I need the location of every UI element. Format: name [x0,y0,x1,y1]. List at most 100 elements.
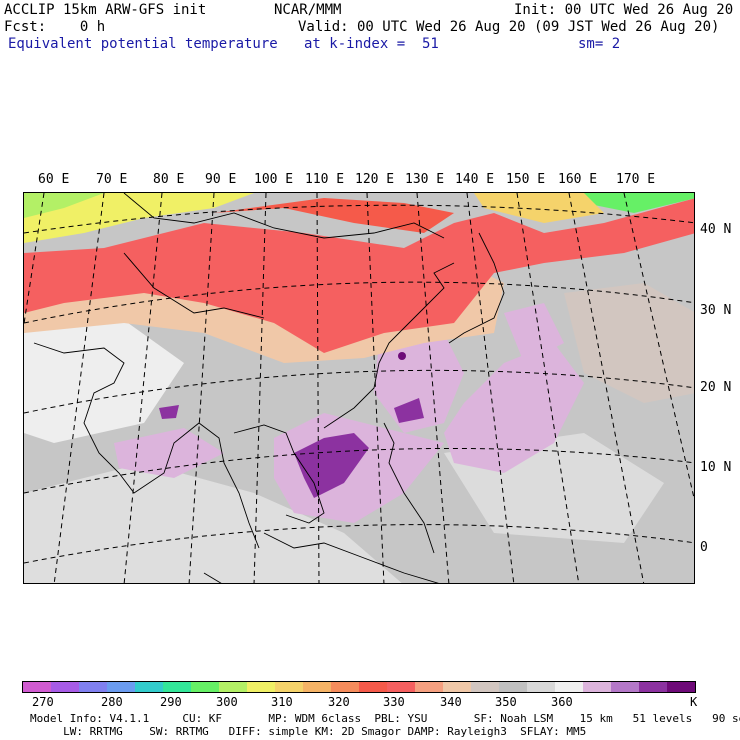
colorbar-swatch [415,682,443,692]
level-index: at k-index = 51 [304,36,439,52]
south-asia-coast [33,342,260,549]
colorbar-swatch [555,682,583,692]
colorbar-swatch [639,682,667,692]
colorbar-swatch [219,682,247,692]
lavender-patch [444,343,584,473]
colorbar-swatch [527,682,555,692]
lon-label: 100 E [254,172,294,187]
colorbar-swatch [583,682,611,692]
longitude-line [188,193,215,583]
colorbar-tick: 290 [160,695,182,709]
colorbar-swatch [611,682,639,692]
smoothing-label: sm= 2 [578,36,621,52]
colorbar-swatch [471,682,499,692]
field-name: Equivalent potential temperature [8,36,278,52]
valid-time: Valid: 00 UTC Wed 26 Aug 20 (09 JST Wed … [298,19,720,35]
green-region [24,193,104,218]
longitude-line [53,193,105,583]
longitude-line [623,193,694,501]
colorbar-tick: 270 [32,695,54,709]
colorbar-tick: 360 [551,695,573,709]
colorbar-tick: 350 [495,695,517,709]
colorbar-swatch [499,682,527,692]
latitude-line [24,204,694,234]
lat-label: 0 [700,540,708,555]
model-info-line2: LW: RRTMG SW: RRTMG DIFF: simple KM: 2D … [30,725,587,738]
lat-label: 40 N [700,222,732,237]
colorbar-swatch [331,682,359,692]
lat-label: 20 N [700,380,732,395]
coastlines [33,193,505,583]
latitude-line [24,369,694,414]
colorbar-swatch [303,682,331,692]
sumatra-coast [203,572,222,583]
longitude-line [253,193,267,583]
colorbar-tick: 280 [101,695,123,709]
national-border [123,252,265,319]
map-canvas [24,193,694,583]
init-time: Init: 00 UTC Wed 26 Aug 20 [514,2,734,18]
forecast-hour: Fcst: 0 h [4,19,106,35]
longitude-line [366,193,385,583]
red-band [24,198,694,353]
lat-label: 10 N [700,460,732,475]
national-border [123,193,445,239]
high-thetae-core [398,352,406,360]
colorbar-swatch [387,682,415,692]
maritime-coast [263,532,439,583]
lon-label: 120 E [355,172,395,187]
longitude-line [316,193,320,583]
theta-e-map [23,192,695,584]
lat-label: 30 N [700,303,732,318]
colorbar-swatch [23,682,51,692]
lon-label: 110 E [305,172,345,187]
lon-label: 160 E [558,172,598,187]
lon-label: 80 E [153,172,185,187]
colorbar-swatch [107,682,135,692]
colorbar-tick: 300 [216,695,238,709]
lon-label: 70 E [96,172,128,187]
japan-coast [448,232,505,344]
colorbar-swatch [79,682,107,692]
lavender-patch [504,303,564,363]
colorbar-swatch [443,682,471,692]
longitude-line [466,193,515,583]
graticule [24,193,694,583]
colorbar-swatch [275,682,303,692]
colorbar-tick: 340 [440,695,462,709]
colorbar-tick: 330 [383,695,405,709]
longitude-line [568,193,645,583]
lon-label: 130 E [405,172,445,187]
colorbar-swatch [247,682,275,692]
yellow-region [474,193,604,223]
longitude-line [123,193,163,583]
colorbar-tick: 310 [271,695,293,709]
colorbar-swatch [51,682,79,692]
institution-label: NCAR/MMM [274,2,342,18]
red-band [214,198,454,233]
colorbar-swatch [359,682,387,692]
model-title: ACCLIP 15km ARW-GFS init [4,2,207,18]
lon-label: 60 E [38,172,70,187]
yellow-region [24,193,254,243]
lon-label: 150 E [506,172,546,187]
colorbar-swatch [163,682,191,692]
colorbar-swatch [667,682,695,692]
model-info-line1: Model Info: V4.1.1 CU: KF MP: WDM 6class… [30,712,740,725]
latitude-line [24,524,694,564]
white-patch [24,313,184,443]
high-thetae-core [394,398,424,423]
colorbar-swatch [191,682,219,692]
colorbar-tick: 320 [328,695,350,709]
colorbar-unit: K [690,695,698,709]
lon-label: 170 E [616,172,656,187]
pacific-grey-swirl [564,283,694,403]
high-thetae-core [159,405,179,419]
colorbar-swatch [135,682,163,692]
latitude-line [24,447,694,494]
longitude-line [516,193,580,583]
green-region [584,193,694,213]
light-grey-patch [24,463,402,583]
latitude-line [24,281,694,324]
china-coast [323,262,455,429]
